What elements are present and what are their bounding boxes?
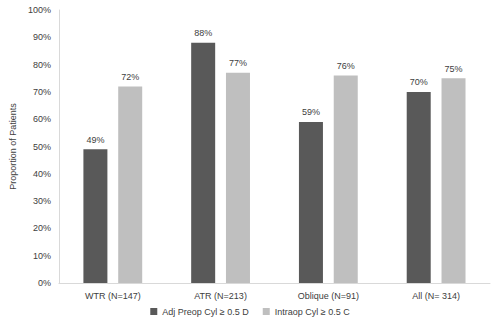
svg-text:ATR (N=213): ATR (N=213) [194, 291, 247, 301]
svg-text:0%: 0% [38, 278, 51, 288]
svg-text:30%: 30% [33, 196, 51, 206]
svg-text:20%: 20% [33, 223, 51, 233]
svg-text:75%: 75% [445, 64, 463, 74]
svg-text:72%: 72% [121, 72, 139, 82]
svg-text:Intraop Cyl ≥ 0.5 C: Intraop Cyl ≥ 0.5 C [275, 307, 350, 317]
svg-text:80%: 80% [33, 60, 51, 70]
svg-text:49%: 49% [86, 135, 104, 145]
svg-text:Oblique (N=91): Oblique (N=91) [298, 291, 359, 301]
svg-text:40%: 40% [33, 169, 51, 179]
svg-text:10%: 10% [33, 251, 51, 261]
svg-text:77%: 77% [229, 58, 247, 68]
svg-text:60%: 60% [33, 114, 51, 124]
svg-text:All (N= 314): All (N= 314) [412, 291, 460, 301]
svg-text:90%: 90% [33, 32, 51, 42]
svg-text:50%: 50% [33, 142, 51, 152]
svg-text:70%: 70% [410, 77, 428, 87]
svg-text:59%: 59% [302, 107, 320, 117]
svg-text:Proportion of Patients: Proportion of Patients [8, 103, 18, 190]
svg-text:88%: 88% [194, 28, 212, 38]
svg-text:100%: 100% [28, 5, 51, 15]
svg-text:70%: 70% [33, 87, 51, 97]
svg-text:Adj Preop Cyl ≥ 0.5 D: Adj Preop Cyl ≥ 0.5 D [162, 307, 249, 317]
svg-text:76%: 76% [337, 61, 355, 71]
svg-text:WTR (N=147): WTR (N=147) [85, 291, 141, 301]
